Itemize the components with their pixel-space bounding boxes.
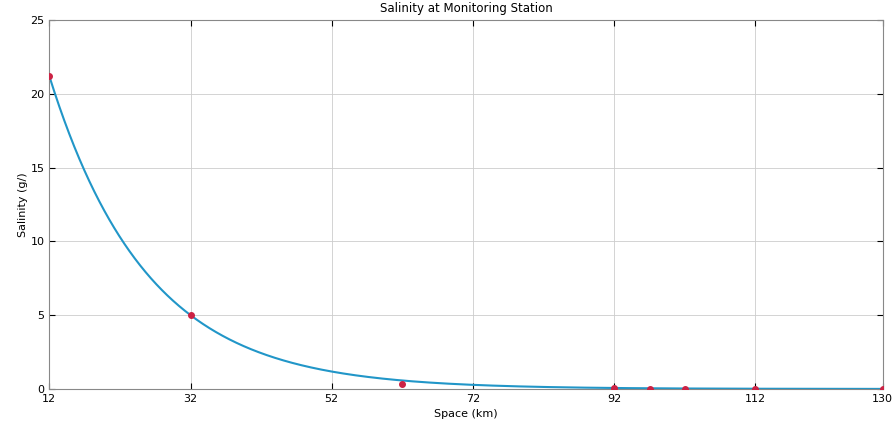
Title: Salinity at Monitoring Station: Salinity at Monitoring Station: [380, 2, 552, 15]
X-axis label: Space (km): Space (km): [434, 409, 498, 419]
Y-axis label: Salinity (g/): Salinity (g/): [18, 172, 28, 237]
